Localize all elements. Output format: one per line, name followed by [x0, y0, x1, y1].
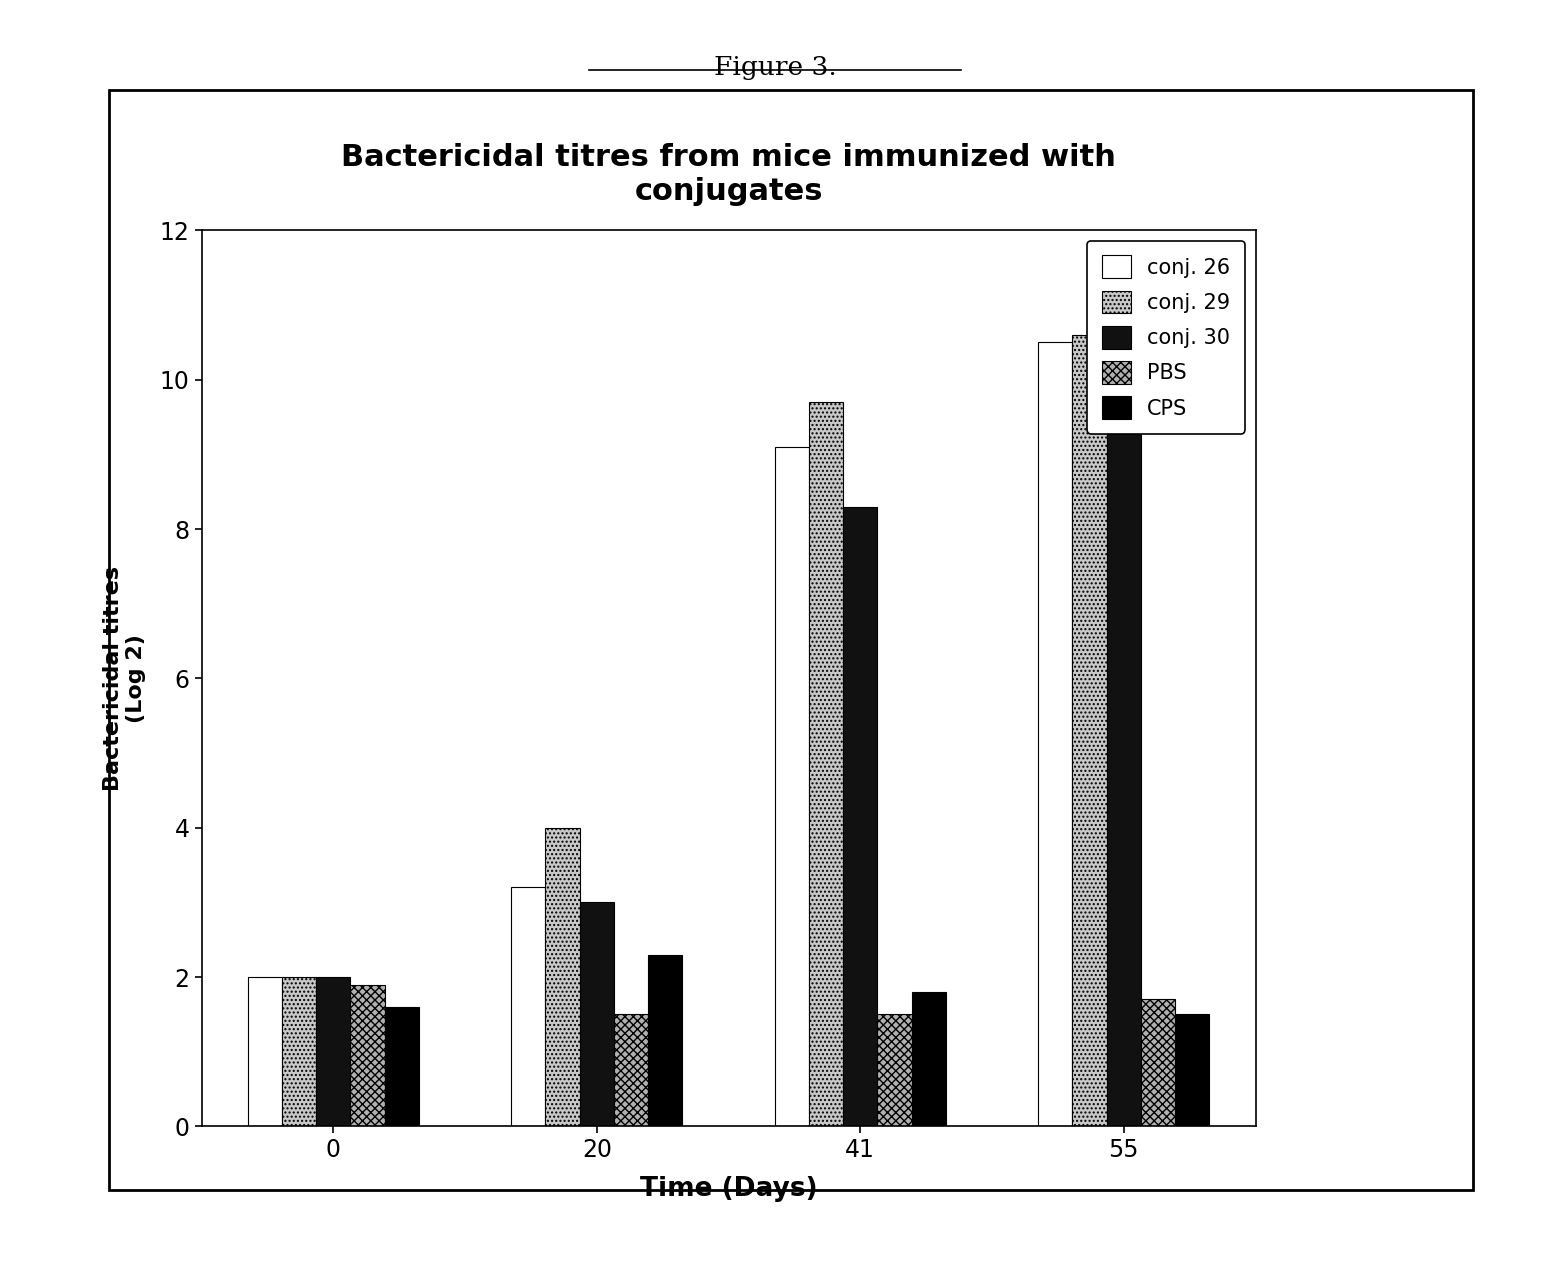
Bar [546, 828, 580, 1126]
Bar [316, 977, 350, 1126]
Bar [911, 992, 946, 1126]
Y-axis label: Bactericidal titres
(Log 2): Bactericidal titres (Log 2) [102, 566, 146, 791]
Bar [282, 977, 316, 1126]
Bar [775, 447, 809, 1126]
Bar [648, 955, 682, 1126]
Bar [877, 1014, 911, 1126]
Bar [1175, 1014, 1209, 1126]
Bar [614, 1014, 648, 1126]
Bar [1141, 1000, 1175, 1126]
Bar [843, 507, 877, 1126]
Bar [350, 984, 384, 1126]
Title: Bactericidal titres from mice immunized with
conjugates: Bactericidal titres from mice immunized … [341, 143, 1116, 206]
Bar [1038, 343, 1073, 1126]
Bar [512, 887, 546, 1126]
Bar [1107, 365, 1141, 1126]
Bar [580, 902, 614, 1126]
Bar [384, 1007, 418, 1126]
Bar [809, 402, 843, 1126]
Bar [1073, 335, 1107, 1126]
Legend: conj. 26, conj. 29, conj. 30, PBS, CPS: conj. 26, conj. 29, conj. 30, PBS, CPS [1087, 241, 1245, 434]
Bar [248, 977, 282, 1126]
X-axis label: Time (Days): Time (Days) [640, 1176, 817, 1202]
Text: Figure 3.: Figure 3. [713, 55, 837, 81]
